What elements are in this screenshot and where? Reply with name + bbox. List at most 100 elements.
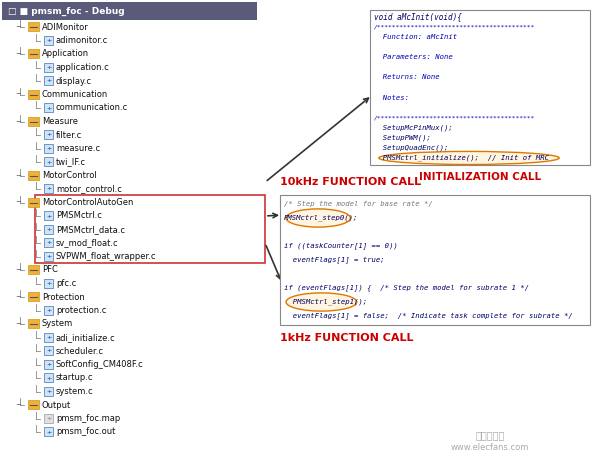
- Text: +: +: [46, 213, 51, 219]
- FancyBboxPatch shape: [28, 89, 39, 98]
- Text: eventFlags[1] = true;: eventFlags[1] = true;: [284, 256, 385, 263]
- Text: +: +: [46, 281, 51, 286]
- FancyBboxPatch shape: [28, 400, 39, 409]
- Text: system.c: system.c: [56, 387, 94, 396]
- Text: adimonitor.c: adimonitor.c: [56, 36, 108, 45]
- Text: □ ■ pmsm_foc - Debug: □ ■ pmsm_foc - Debug: [8, 7, 125, 15]
- Text: adi_initialize.c: adi_initialize.c: [56, 333, 116, 342]
- Text: if (eventFlags[1]) {  /* Step the model for subrate 1 */: if (eventFlags[1]) { /* Step the model f…: [284, 285, 529, 292]
- FancyBboxPatch shape: [44, 359, 53, 368]
- Text: /******************************************: /***************************************…: [374, 115, 535, 120]
- Text: +: +: [46, 105, 51, 110]
- Text: −: −: [15, 51, 21, 57]
- Text: −: −: [15, 92, 21, 97]
- Text: Parameters: None: Parameters: None: [374, 54, 453, 60]
- Text: +: +: [46, 241, 51, 246]
- Text: /* Step the model for base rate */: /* Step the model for base rate */: [284, 201, 433, 207]
- Text: motor_control.c: motor_control.c: [56, 184, 122, 193]
- FancyBboxPatch shape: [2, 2, 257, 20]
- Text: PMSMctrl.c: PMSMctrl.c: [56, 212, 102, 220]
- Text: filter.c: filter.c: [56, 131, 82, 139]
- FancyBboxPatch shape: [370, 10, 590, 165]
- FancyBboxPatch shape: [44, 332, 53, 342]
- Text: scheduler.c: scheduler.c: [56, 346, 104, 356]
- Text: void aMcInit(void){: void aMcInit(void){: [374, 13, 462, 22]
- FancyBboxPatch shape: [44, 414, 53, 423]
- Text: twi_IF.c: twi_IF.c: [56, 158, 86, 167]
- FancyBboxPatch shape: [44, 238, 53, 247]
- FancyBboxPatch shape: [28, 49, 39, 58]
- FancyBboxPatch shape: [28, 170, 39, 180]
- FancyBboxPatch shape: [28, 265, 39, 274]
- Text: MotorControlAutoGen: MotorControlAutoGen: [42, 198, 133, 207]
- FancyBboxPatch shape: [44, 157, 53, 166]
- FancyBboxPatch shape: [44, 387, 53, 395]
- Ellipse shape: [379, 152, 559, 165]
- Text: +: +: [46, 38, 51, 43]
- Text: +: +: [46, 160, 51, 164]
- Text: PMSMctrl_step1();: PMSMctrl_step1();: [284, 299, 367, 306]
- Text: +: +: [46, 308, 51, 313]
- Text: pmsm_foc.map: pmsm_foc.map: [56, 414, 120, 423]
- FancyBboxPatch shape: [44, 63, 53, 72]
- Text: +: +: [46, 254, 51, 259]
- Text: PFC: PFC: [42, 265, 58, 275]
- Text: SetupQuadEnc();: SetupQuadEnc();: [374, 145, 448, 151]
- FancyBboxPatch shape: [28, 319, 39, 328]
- Text: www.elecfans.com: www.elecfans.com: [451, 444, 529, 453]
- Ellipse shape: [286, 293, 357, 311]
- Text: −: −: [15, 402, 21, 408]
- Text: +: +: [46, 416, 51, 421]
- Text: sv_mod_float.c: sv_mod_float.c: [56, 239, 119, 248]
- Text: PMSMctrl_data.c: PMSMctrl_data.c: [56, 225, 125, 234]
- Text: ADIMonitor: ADIMonitor: [42, 22, 89, 31]
- Text: protection.c: protection.c: [56, 306, 106, 315]
- FancyBboxPatch shape: [28, 197, 39, 206]
- Text: communication.c: communication.c: [56, 103, 128, 112]
- FancyBboxPatch shape: [44, 373, 53, 382]
- Text: −: −: [15, 24, 21, 30]
- Text: startup.c: startup.c: [56, 373, 94, 382]
- Text: pfc.c: pfc.c: [56, 279, 76, 288]
- Text: eventFlags[1] = false;  /* Indicate task complete for subrate */: eventFlags[1] = false; /* Indicate task …: [284, 313, 573, 320]
- Text: +: +: [46, 362, 51, 367]
- Text: measure.c: measure.c: [56, 144, 100, 153]
- Text: −: −: [15, 173, 21, 178]
- Text: Communication: Communication: [42, 90, 108, 99]
- FancyBboxPatch shape: [44, 306, 53, 314]
- FancyBboxPatch shape: [28, 22, 39, 31]
- Text: Notes:: Notes:: [374, 95, 409, 101]
- Text: SVPWM_float_wrapper.c: SVPWM_float_wrapper.c: [56, 252, 157, 261]
- Text: −: −: [15, 267, 21, 273]
- Text: +: +: [46, 375, 51, 380]
- Text: Returns: None: Returns: None: [374, 74, 440, 80]
- Text: pmsm_foc.out: pmsm_foc.out: [56, 427, 115, 437]
- Text: +: +: [46, 389, 51, 394]
- Text: application.c: application.c: [56, 63, 110, 72]
- Text: Function: aMcInit: Function: aMcInit: [374, 34, 457, 40]
- Text: SoftConfig_CM408F.c: SoftConfig_CM408F.c: [56, 360, 143, 369]
- Text: Measure: Measure: [42, 117, 78, 126]
- Text: display.c: display.c: [56, 76, 92, 86]
- Text: −: −: [15, 118, 21, 124]
- Text: +: +: [46, 335, 51, 340]
- FancyBboxPatch shape: [280, 195, 590, 325]
- FancyBboxPatch shape: [44, 184, 53, 193]
- Text: SetupMcPinMux();: SetupMcPinMux();: [374, 124, 453, 131]
- FancyBboxPatch shape: [44, 225, 53, 234]
- Text: /******************************************: /***************************************…: [374, 25, 535, 29]
- FancyBboxPatch shape: [44, 144, 53, 153]
- FancyBboxPatch shape: [44, 278, 53, 287]
- Text: 电子发烧友: 电子发烧友: [475, 430, 505, 440]
- Text: 1kHz FUNCTION CALL: 1kHz FUNCTION CALL: [280, 333, 413, 343]
- Text: Output: Output: [42, 401, 71, 410]
- Text: +: +: [46, 187, 51, 191]
- Text: PMSMctrl_initialize();  // Init of MRC: PMSMctrl_initialize(); // Init of MRC: [374, 154, 549, 161]
- Text: +: +: [46, 65, 51, 70]
- Text: −: −: [15, 199, 21, 205]
- Text: MotorControl: MotorControl: [42, 171, 97, 180]
- Ellipse shape: [286, 209, 350, 227]
- Text: +: +: [46, 227, 51, 232]
- FancyBboxPatch shape: [44, 346, 53, 355]
- Text: +: +: [46, 132, 51, 138]
